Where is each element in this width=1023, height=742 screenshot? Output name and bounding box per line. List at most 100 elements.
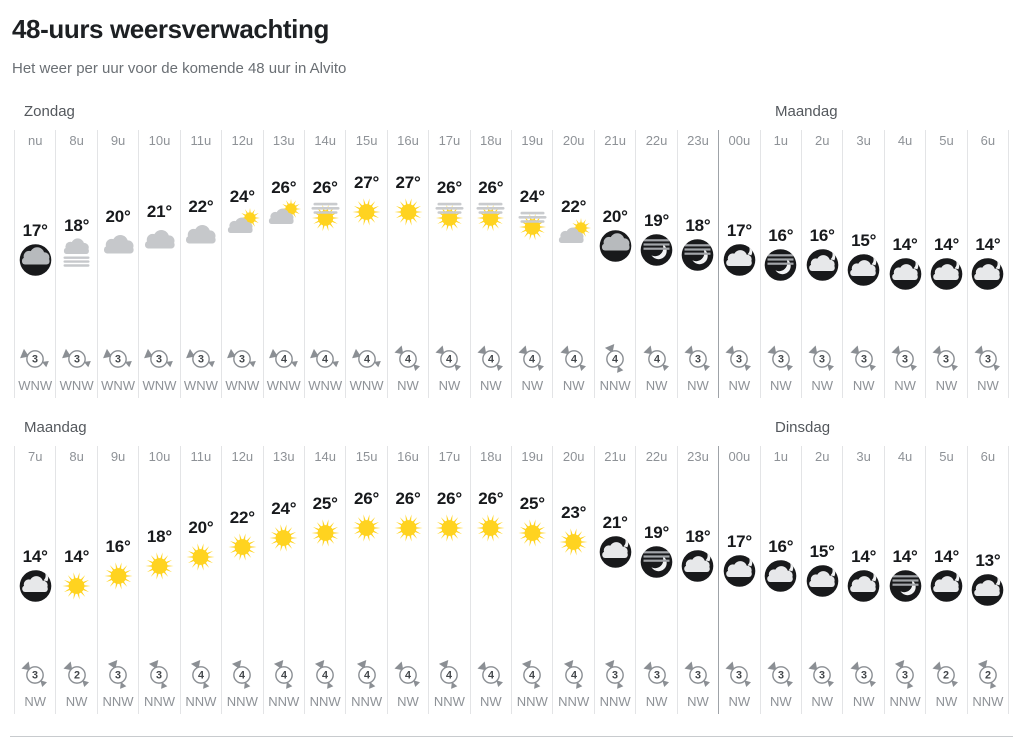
wind-direction-label: NW <box>397 378 419 393</box>
temperature-track: 25° <box>305 469 345 655</box>
hour-column: 20u 23° 4 NNW <box>552 446 593 714</box>
temperature-track: 27° <box>388 153 428 339</box>
temperature-label: 24° <box>229 187 255 207</box>
temperature-label: 14° <box>933 546 960 566</box>
wind-direction-label: WNW <box>142 378 177 393</box>
wind-cell: 3 WNW <box>56 339 96 398</box>
hour-label: 4u <box>897 449 913 464</box>
temperature-label: 26° <box>312 177 338 197</box>
wind-force-icon: 4 <box>600 342 630 380</box>
cloud-icon <box>100 227 137 264</box>
night-moon-haze-icon <box>679 236 716 273</box>
hour-column: 14u 26° 4 WNW <box>303 130 345 398</box>
hour-column: 4u 14° 3 NW <box>883 130 925 398</box>
wind-cell: 3 NW <box>719 655 759 714</box>
sun-icon <box>307 514 344 551</box>
hour-label: 18u <box>480 449 502 464</box>
svg-text:3: 3 <box>695 354 701 366</box>
wind-cell: 3 NNW <box>98 655 138 714</box>
wind-direction-label: NW <box>728 694 751 709</box>
wind-force-icon: 2 <box>973 658 1003 696</box>
hour-column: 1u 16° 3 NW <box>759 446 801 714</box>
hour-column: 7u 14° 3 NW <box>14 446 55 714</box>
hour-label: 2u <box>814 133 830 148</box>
wind-cell: 4 NW <box>471 339 511 398</box>
wind-cell: 3 NNW <box>139 655 179 714</box>
hour-label: 8u <box>69 133 84 148</box>
hour-column: 00u 17° 3 NW <box>718 446 759 714</box>
hour-column: 13u 26° 4 WNW <box>262 130 304 398</box>
wind-direction-label: NNW <box>102 694 134 709</box>
temperature-label: 14° <box>975 235 1001 255</box>
wind-cell: 4 NNW <box>512 655 552 714</box>
temperature-label: 22° <box>188 197 214 216</box>
hour-label: 21u <box>604 449 626 464</box>
wind-direction-label: NNW <box>309 694 341 709</box>
svg-text:3: 3 <box>778 670 784 682</box>
hour-label: 8u <box>69 449 84 464</box>
wind-cell: 3 NW <box>761 655 801 714</box>
wind-cell: 4 NW <box>636 339 676 398</box>
wind-force-icon: 3 <box>20 658 50 696</box>
svg-text:3: 3 <box>861 354 867 366</box>
hour-column: 6u 13° 2 NNW <box>966 446 1010 714</box>
wind-force-icon: 4 <box>352 658 382 696</box>
wind-force-icon: 3 <box>227 342 257 380</box>
hour-column: 11u 22° 3 WNW <box>179 130 221 398</box>
wind-cell: 3 NW <box>678 339 718 398</box>
hour-label: 12u <box>231 133 254 148</box>
temperature-track: 24° <box>264 469 304 655</box>
temperature-label: 21° <box>602 513 628 532</box>
sun-icon <box>100 557 137 594</box>
wind-cell: 3 NW <box>926 339 966 398</box>
sun-icon <box>348 193 385 230</box>
wind-direction-label: NW <box>811 378 834 393</box>
svg-text:3: 3 <box>736 354 742 366</box>
wind-cell: 4 NNW <box>595 339 635 398</box>
wind-force-icon: 3 <box>683 658 713 696</box>
svg-text:2: 2 <box>985 670 991 682</box>
temperature-track: 22° <box>553 153 593 339</box>
wind-cell: 3 WNW <box>181 339 221 398</box>
wind-cell: 4 NW <box>512 339 552 398</box>
wind-cell: 3 NW <box>678 655 718 714</box>
temperature-track: 20° <box>98 153 138 339</box>
day-header-row: Maandag Dinsdag <box>14 416 1009 446</box>
wind-force-icon: 4 <box>642 342 672 380</box>
hour-column: 18u 26° 4 NW <box>469 446 511 714</box>
wind-direction-label: NNW <box>972 694 1004 709</box>
svg-text:3: 3 <box>32 354 38 366</box>
wind-direction-label: WNW <box>18 378 53 393</box>
svg-text:3: 3 <box>985 354 991 366</box>
svg-text:4: 4 <box>529 670 535 682</box>
hour-label: 15u <box>355 133 378 148</box>
temperature-label: 26° <box>395 489 421 508</box>
wind-force-icon: 4 <box>268 342 299 380</box>
hour-label: 22u <box>645 133 668 148</box>
hour-label: 5u <box>939 449 954 464</box>
svg-text:3: 3 <box>156 670 162 682</box>
hour-column: 23u 18° 3 NW <box>676 446 718 714</box>
wind-direction-label: WNW <box>59 378 94 393</box>
night-cloud-moon-icon <box>721 552 758 589</box>
night-cloud-moon-icon <box>597 533 634 570</box>
wind-force-icon: 4 <box>434 658 464 696</box>
sun-icon <box>514 514 551 551</box>
wind-force-icon: 4 <box>393 342 423 380</box>
night-moon-haze-icon <box>762 246 799 283</box>
svg-text:4: 4 <box>488 354 494 366</box>
temperature-label: 26° <box>354 489 380 508</box>
wind-force-icon: 3 <box>144 342 174 380</box>
wind-direction-label: NW <box>852 378 875 393</box>
hour-column: nu 17° 3 WNW <box>14 130 55 398</box>
temperature-label: 15° <box>851 230 877 250</box>
temperature-track: 15° <box>843 153 883 339</box>
temperature-label: 25° <box>519 493 545 513</box>
wind-cell: 4 WNW <box>264 339 304 398</box>
wind-force-icon: 4 <box>186 658 216 696</box>
sun-icon <box>348 509 385 546</box>
day-header-row: Zondag Maandag <box>14 100 1009 130</box>
svg-text:3: 3 <box>902 670 908 682</box>
wind-force-icon: 3 <box>61 342 92 380</box>
svg-text:4: 4 <box>281 354 287 366</box>
